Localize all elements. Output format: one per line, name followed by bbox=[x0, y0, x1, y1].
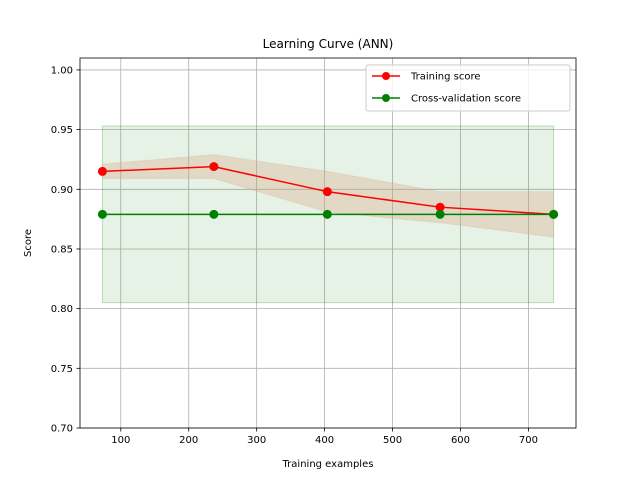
data-point-cross-validation bbox=[209, 209, 219, 219]
x-tick-label: 500 bbox=[383, 435, 402, 446]
data-point-training bbox=[209, 162, 219, 172]
legend-label: Cross-validation score bbox=[411, 94, 521, 105]
plot-frame bbox=[79, 57, 577, 429]
data-point-cross-validation bbox=[322, 209, 332, 219]
y-tick-label: 1.00 bbox=[51, 65, 73, 76]
legend-label: Training score bbox=[410, 72, 481, 83]
x-tick-label: 400 bbox=[315, 435, 334, 446]
y-tick-label: 0.95 bbox=[51, 125, 73, 136]
y-tick-label: 0.75 bbox=[51, 364, 73, 375]
legend-marker bbox=[382, 94, 390, 102]
legend: Training score Cross-validation score bbox=[365, 64, 571, 112]
axis-ticks: 100 200 300 400 500 600 700 0.70 0.75 0.80 0.85 0.9… bbox=[51, 65, 538, 446]
x-tick-label: 600 bbox=[451, 435, 470, 446]
data-point-cross-validation bbox=[97, 209, 107, 219]
legend-box bbox=[365, 64, 571, 112]
x-axis-title: Training examples bbox=[282, 459, 374, 470]
data-point-cross-validation bbox=[549, 209, 559, 219]
data-point-training bbox=[97, 166, 107, 176]
x-tick-label: 100 bbox=[111, 435, 130, 446]
data-point-cross-validation bbox=[435, 209, 445, 219]
series-lines bbox=[97, 162, 559, 219]
chart-title: Learning Curve (ANN) bbox=[263, 37, 394, 51]
y-tick-label: 0.70 bbox=[51, 424, 73, 435]
x-tick-label: 300 bbox=[247, 435, 266, 446]
y-tick-label: 0.80 bbox=[51, 304, 73, 315]
y-axis-title: Score bbox=[23, 229, 34, 257]
y-tick-label: 0.85 bbox=[51, 244, 73, 255]
y-tick-label: 0.90 bbox=[51, 185, 73, 196]
data-point-training bbox=[322, 187, 332, 197]
x-tick-label: 700 bbox=[519, 435, 538, 446]
legend-marker bbox=[382, 72, 390, 80]
x-tick-label: 200 bbox=[179, 435, 198, 446]
